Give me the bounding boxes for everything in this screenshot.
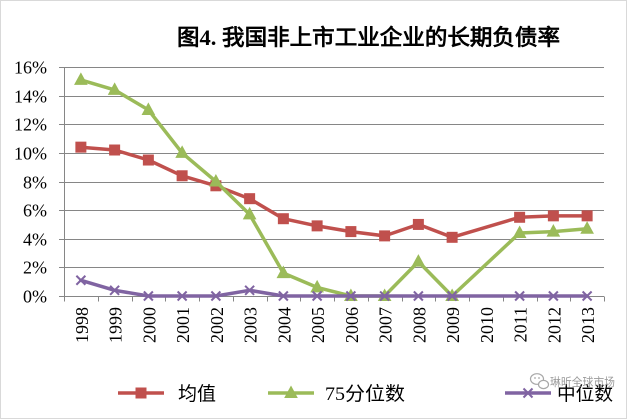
mean-marker-1999 [109,144,121,156]
mean-marker-2007 [379,230,391,242]
x-tick-label-2006: 2006 [342,307,362,343]
y-tick-label-10: 10% [14,144,47,164]
x-tick-label-2005: 2005 [308,307,328,343]
p75-marker-2008 [411,254,426,267]
legend-item-median: 中位数 [505,383,613,405]
x-tick-label-2003: 2003 [241,307,261,343]
x-tick-label-2010: 2010 [477,307,497,343]
mean-marker-2006 [345,226,357,238]
wechat-icon [529,373,550,390]
wechat-icon-bubble-small [537,379,550,390]
series-median [75,275,593,302]
mean-marker-2001 [176,170,188,182]
x-tick-label-1999: 1999 [106,307,126,343]
mean-marker-2011 [514,211,526,223]
x-tick-label-2002: 2002 [207,307,227,343]
x-tick-label-2000: 2000 [139,307,159,343]
median-marker-2009 [446,290,458,302]
legend: 均值 75分位数 中位数 [118,383,613,405]
median-marker-2008 [413,290,424,302]
median-marker-1998 [75,275,87,286]
p75-marker-2000 [141,102,156,115]
median-marker-2012 [548,290,559,302]
y-tick-label-12: 12% [14,115,47,135]
gridlines [64,67,604,268]
legend-label-p75: 75分位数 [325,383,405,405]
x-tick-label-2013: 2013 [578,307,598,343]
legend-marker-median [522,387,534,399]
x-tick-label-2011: 2011 [511,307,531,342]
p75-marker-2004 [276,265,291,279]
mean-marker-2005 [311,220,323,232]
p75-marker-2012 [546,224,561,237]
median-marker-2001 [176,290,188,302]
median-marker-2005 [311,290,323,302]
x-tick-label-2008: 2008 [409,307,429,343]
median-marker-2006 [345,290,357,302]
mean-marker-2013 [581,210,593,222]
watermark: 琳昕全球市场 [529,373,615,390]
median-marker-2004 [278,290,289,302]
mean-marker-2012 [547,210,559,222]
x-tick-label-2001: 2001 [173,307,193,343]
mean-marker-1998 [75,141,87,153]
y-tick-label-2: 2% [23,258,47,278]
p75-marker-2001 [175,145,189,158]
legend-marker-p75 [284,385,298,398]
p75-marker-1998 [74,72,88,85]
x-tick-label-2009: 2009 [443,307,463,343]
y-axis: 0% 2% 4% 6% 8% 10% 12% 14% 16% [14,58,65,307]
mean-marker-2004 [277,213,289,225]
median-marker-2000 [143,290,154,302]
p75-marker-2011 [512,225,527,239]
mean-marker-2009 [446,231,458,243]
median-marker-2011 [514,290,525,302]
series-mean [75,141,593,243]
median-marker-1999 [109,285,120,296]
y-tick-label-8: 8% [23,173,47,193]
legend-item-p75: 75分位数 [268,383,405,405]
legend-marker-mean [135,387,147,399]
mean-marker-2003 [244,193,256,205]
median-marker-2013 [581,290,593,302]
legend-item-mean: 均值 [118,383,216,405]
p75-marker-2005 [310,279,324,293]
y-tick-label-6: 6% [23,201,47,221]
wechat-icon-dot [538,377,540,379]
plot-series [74,72,594,302]
p75-marker-1999 [107,82,122,95]
median-marker-2003 [244,285,255,296]
y-tick-label-14: 14% [14,87,47,107]
median-marker-2002 [210,290,222,302]
p75-marker-2003 [242,206,257,220]
x-tick-label-2012: 2012 [544,307,564,343]
median-marker-2007 [379,290,390,302]
chart-title: 图4. 我国非上市工业企业的长期负债率 [177,25,560,50]
x-tick-label-2007: 2007 [376,307,396,343]
x-tick-label-1998: 1998 [72,307,92,343]
y-tick-label-0: 0% [23,287,47,307]
legend-label-mean: 均值 [178,383,216,405]
p75-marker-2013 [580,221,594,234]
x-tick-label-2004: 2004 [274,307,294,343]
p75-marker-2002 [209,173,223,187]
y-tick-label-4: 4% [23,230,47,250]
mean-marker-2000 [142,154,154,166]
mean-marker-2008 [412,218,424,230]
watermark-text: 琳昕全球市场 [550,375,615,389]
y-tick-label-16: 16% [14,58,47,78]
legend-label-median: 中位数 [557,383,613,405]
wechat-icon-dot [534,377,536,379]
